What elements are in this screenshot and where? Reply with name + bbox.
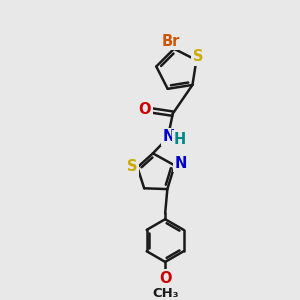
Text: Br: Br	[162, 34, 181, 49]
Text: S: S	[127, 159, 137, 174]
Text: O: O	[159, 271, 171, 286]
Text: N: N	[162, 129, 175, 144]
Text: CH₃: CH₃	[152, 287, 178, 300]
Text: O: O	[139, 102, 151, 117]
Text: N: N	[174, 156, 187, 171]
Text: H: H	[173, 132, 185, 147]
Text: S: S	[193, 49, 203, 64]
